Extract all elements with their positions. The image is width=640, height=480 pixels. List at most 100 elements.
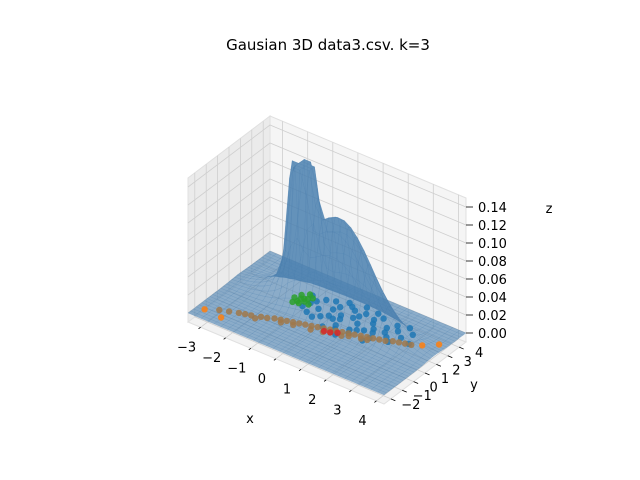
cluster-3-point — [289, 298, 296, 306]
y-tick-mark — [424, 372, 430, 376]
x-tick-label: 0 — [258, 372, 266, 387]
x-tick-mark — [248, 347, 252, 351]
z-grid-line — [187, 124, 467, 208]
cluster-4-point — [296, 320, 303, 327]
z-tick-label: 0.04 — [478, 291, 507, 306]
y-tick-mark — [402, 389, 407, 393]
cluster-1-point — [370, 325, 377, 333]
x-tick-mark — [223, 337, 226, 340]
x-grid-line — [376, 194, 459, 402]
z-grid-line — [187, 232, 467, 316]
cluster-1-point — [409, 331, 416, 338]
x-tick-label: 2 — [308, 393, 316, 408]
chart-title: Gausian 3D data3.csv. k=3 — [226, 36, 430, 54]
cluster-1-point — [380, 315, 387, 322]
y-tick-mark — [447, 355, 453, 359]
cluster-1-point — [337, 303, 344, 311]
x-tick-mark — [323, 379, 327, 382]
z-tick-label: 0.10 — [478, 237, 507, 252]
cluster-4-point — [271, 315, 278, 322]
z-grid-line — [187, 178, 467, 262]
y-tick-label: 0 — [429, 381, 437, 396]
surface-patch — [412, 362, 423, 369]
cluster-1-point — [406, 325, 414, 332]
z-tick-label: 0.08 — [478, 255, 507, 270]
cluster-2-point — [201, 306, 208, 313]
surface-patch — [377, 389, 388, 396]
x-tick-mark — [374, 400, 377, 403]
cluster-4-point — [401, 340, 409, 347]
cluster-4-point — [382, 337, 389, 344]
cluster-1-point — [308, 313, 316, 320]
z-tick-label: 0.02 — [478, 309, 507, 324]
z-tick-label: 0.14 — [478, 201, 507, 216]
cluster-4-point — [314, 323, 321, 331]
cluster-2-point — [435, 341, 443, 348]
cluster-3-point — [297, 295, 304, 302]
cluster-1-point — [394, 322, 401, 329]
surface-patch — [385, 383, 396, 390]
cluster-4-point — [345, 332, 352, 340]
x-tick-label: 3 — [333, 403, 341, 418]
y-tick-label: 4 — [475, 346, 483, 361]
cluster-1-point — [350, 314, 357, 322]
x-tick-label: 1 — [283, 382, 291, 397]
y-tick-label: −2 — [401, 398, 420, 413]
y-tick-label: 1 — [441, 372, 449, 387]
cluster-1-point — [375, 310, 382, 317]
z-axis-label: z — [546, 202, 553, 217]
y-tick-mark — [436, 364, 442, 367]
cluster-5-point — [334, 329, 341, 336]
cluster-4-point — [364, 336, 371, 343]
cluster-1-point — [356, 313, 363, 320]
surface-patch — [423, 352, 434, 359]
cluster-4-point — [351, 331, 358, 338]
y-tick-mark — [459, 346, 464, 350]
cluster-1-point — [315, 305, 322, 312]
y-tick-label: 3 — [464, 355, 472, 370]
cluster-5-point — [320, 327, 328, 335]
z-grid-line — [187, 214, 467, 298]
cluster-4-point — [283, 317, 290, 325]
cluster-3-point — [305, 301, 312, 308]
cluster-1-point — [303, 308, 310, 315]
cluster-4-point — [389, 338, 396, 345]
x-tick-label: −1 — [227, 361, 246, 376]
cluster-1-point — [394, 328, 402, 335]
x-tick-label: −2 — [202, 351, 221, 366]
cluster-1-point — [363, 310, 370, 318]
cluster-4-point — [277, 319, 285, 326]
z-tick-label: 0.06 — [478, 273, 507, 288]
surface-patch — [431, 347, 442, 353]
cluster-1-point — [336, 315, 344, 323]
surface-patch — [401, 371, 412, 377]
cluster-4-point — [257, 313, 265, 320]
cluster-1-point — [354, 320, 361, 327]
cluster-3-point — [306, 291, 314, 298]
cluster-4-point — [251, 315, 259, 322]
y-tick-label: −1 — [413, 389, 432, 404]
x-tick-label: 4 — [358, 414, 366, 429]
surface-patch — [415, 359, 426, 367]
z-tick-label: 0.00 — [478, 327, 507, 342]
cluster-4-point — [357, 335, 365, 342]
x-tick-mark — [298, 368, 302, 372]
cluster-1-point — [349, 303, 356, 310]
z-grid-line — [187, 160, 467, 244]
cluster-4-point — [216, 306, 223, 314]
y-axis-label: y — [470, 378, 478, 393]
cluster-4-point — [307, 326, 314, 333]
surface-patch — [420, 354, 431, 362]
cluster-1-point — [332, 298, 340, 305]
cluster-1-point — [370, 316, 378, 324]
surface-patch — [390, 379, 401, 385]
x-tick-mark — [349, 390, 352, 393]
x-axis-label: x — [246, 412, 254, 427]
surface-patch — [426, 350, 437, 357]
cluster-1-point — [360, 327, 368, 334]
x-tick-label: −3 — [177, 340, 196, 355]
cluster-5-point — [327, 329, 334, 336]
scatter-points — [201, 291, 443, 349]
cluster-4-point — [241, 310, 249, 318]
surface-patch — [429, 348, 440, 355]
